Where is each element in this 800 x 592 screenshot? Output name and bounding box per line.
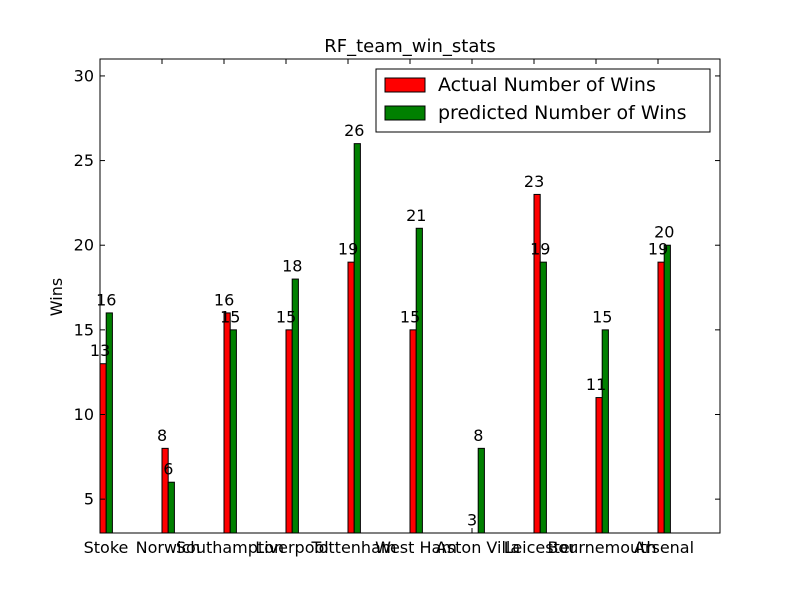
y-tick-label: 10 (74, 405, 94, 424)
bar (601, 329, 609, 533)
y-tick-label: 30 (74, 66, 94, 85)
x-axis: Stoke NorwichSouthamptonLiverpoolTottenha… (84, 59, 694, 557)
data-label: 26 (344, 121, 364, 140)
bar (409, 329, 417, 533)
legend: Actual Number of Wins predicted Number of… (375, 68, 711, 133)
data-label: 8 (157, 426, 167, 445)
bar (291, 278, 299, 533)
x-tick-label: Arsenal (634, 538, 694, 557)
bar (223, 312, 231, 533)
legend-swatch (384, 77, 426, 93)
y-tick-label: 20 (74, 236, 94, 255)
x-tick-label: Leicester (504, 538, 577, 557)
data-label: 15 (276, 307, 296, 326)
bar (539, 261, 547, 533)
bars-group (100, 143, 671, 533)
bar (477, 447, 485, 533)
y-axis-label: Wins (47, 278, 66, 316)
data-label: 15 (220, 307, 240, 326)
x-tick-label: Stoke (84, 538, 129, 557)
x-tick-label: Tottenham (311, 538, 397, 557)
x-tick-label: Bournemouth (547, 538, 656, 557)
y-tick-label: 25 (74, 151, 94, 170)
data-label: 19 (530, 240, 550, 259)
data-label: 21 (406, 206, 426, 225)
y-tick-label: 15 (74, 320, 94, 339)
bar (229, 329, 237, 533)
data-label: 3 (467, 511, 477, 530)
bar (100, 363, 107, 533)
data-label: 11 (586, 375, 606, 394)
x-tick-label: Aston Villa (436, 538, 520, 557)
chart-title: RF_team_win_stats (324, 36, 496, 57)
x-tick-label: West Ham (375, 538, 457, 557)
data-label: 18 (282, 257, 302, 276)
data-label: 19 (338, 240, 358, 259)
data-label: 16 (214, 290, 234, 309)
bar (167, 481, 175, 533)
bar (657, 261, 665, 533)
bar (663, 244, 671, 533)
bar (415, 227, 423, 533)
data-label: 23 (524, 172, 544, 191)
x-tick-label: Liverpool (255, 538, 328, 557)
x-tick-label: Southampton (176, 538, 284, 557)
legend-box (375, 68, 711, 133)
data-label: 8 (473, 426, 483, 445)
y-axis: 5 10 15 20 25 30 (74, 66, 720, 509)
bar (595, 397, 603, 533)
legend-label: predicted Number of Wins (438, 102, 686, 124)
x-tick-label: Norwich (136, 538, 201, 557)
legend-swatch (384, 105, 426, 121)
bar (285, 329, 293, 533)
data-label: 16 (96, 290, 116, 309)
data-label: 20 (654, 223, 674, 242)
bar (353, 143, 361, 533)
legend-label: Actual Number of Wins (438, 74, 656, 96)
data-label: 15 (400, 307, 420, 326)
y-tick-label: 5 (84, 490, 94, 509)
data-label: 19 (648, 240, 668, 259)
data-label: 6 (163, 460, 173, 479)
data-label: 15 (592, 307, 612, 326)
bar (347, 261, 355, 533)
